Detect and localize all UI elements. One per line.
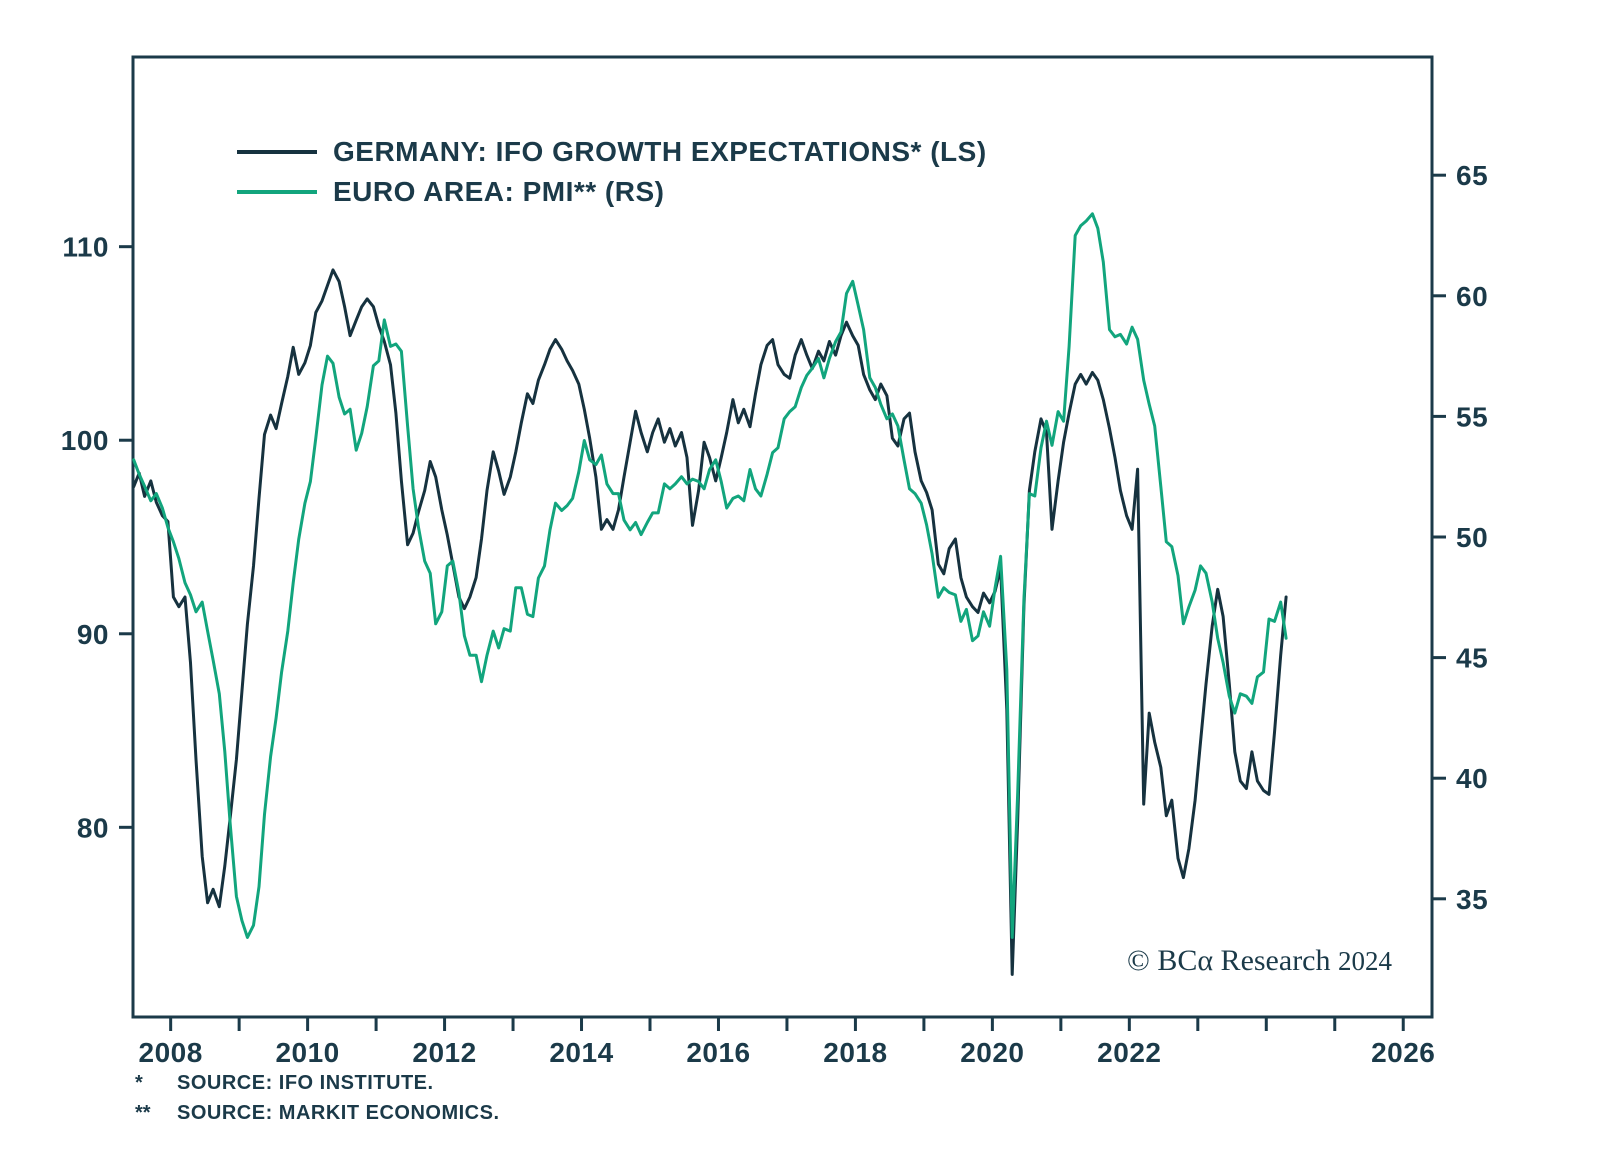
right-tick-label: 55 xyxy=(1456,401,1488,432)
footnote-marker: ** xyxy=(135,1102,151,1124)
footnote-marker: * xyxy=(135,1072,143,1094)
x-tick-label: 2014 xyxy=(549,1037,613,1068)
pmi-series-line xyxy=(132,212,1288,939)
left-tick-label: 80 xyxy=(77,812,109,843)
x-tick-label: 2026 xyxy=(1371,1037,1435,1068)
bca-research-copyright: © BCα Research 2024 xyxy=(1127,944,1392,978)
right-tick-label: 45 xyxy=(1456,643,1488,674)
pmi-line-swatch xyxy=(237,190,317,194)
right-tick-label: 40 xyxy=(1456,763,1488,794)
ifo-line-swatch xyxy=(237,150,317,154)
footnote-pmi-source: ** SOURCE: MARKIT ECONOMICS. xyxy=(135,1102,500,1125)
left-tick-label: 100 xyxy=(61,425,109,456)
footnote-ifo-source: * SOURCE: IFO INSTITUTE. xyxy=(135,1072,500,1095)
ifo-series-line xyxy=(132,268,1288,976)
legend-item-pmi: EURO AREA: PMI** (RS) xyxy=(237,176,987,208)
x-tick-label: 2010 xyxy=(275,1037,339,1068)
x-tick-label: 2020 xyxy=(960,1037,1024,1068)
right-tick-label: 35 xyxy=(1456,884,1488,915)
right-tick-label: 65 xyxy=(1456,160,1488,191)
x-tick-label: 2016 xyxy=(686,1037,750,1068)
footnote-text: SOURCE: MARKIT ECONOMICS. xyxy=(177,1102,500,1124)
source-footnotes: * SOURCE: IFO INSTITUTE. ** SOURCE: MARK… xyxy=(135,1072,500,1132)
legend-item-ifo: GERMANY: IFO GROWTH EXPECTATIONS* (LS) xyxy=(237,136,987,168)
copyright-year: 2024 xyxy=(1338,946,1392,976)
footnote-text: SOURCE: IFO INSTITUTE. xyxy=(177,1072,434,1094)
right-tick-label: 60 xyxy=(1456,281,1488,312)
x-tick-label: 2012 xyxy=(412,1037,476,1068)
left-tick-label: 110 xyxy=(62,232,109,263)
copyright-text: © BCα Research xyxy=(1127,944,1331,977)
left-tick-label: 90 xyxy=(77,619,109,650)
chart-legend: GERMANY: IFO GROWTH EXPECTATIONS* (LS) E… xyxy=(237,136,987,208)
x-tick-label: 2022 xyxy=(1097,1037,1161,1068)
legend-label-pmi: EURO AREA: PMI** (RS) xyxy=(333,176,665,207)
x-tick-label: 2018 xyxy=(823,1037,887,1068)
legend-label-ifo: GERMANY: IFO GROWTH EXPECTATIONS* (LS) xyxy=(333,136,987,167)
x-tick-label: 2008 xyxy=(139,1037,203,1068)
right-tick-label: 50 xyxy=(1456,522,1488,553)
